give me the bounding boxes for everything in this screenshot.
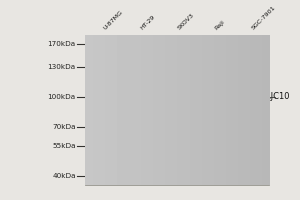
FancyBboxPatch shape xyxy=(202,124,225,131)
FancyBboxPatch shape xyxy=(127,122,153,130)
Text: SGC-7901: SGC-7901 xyxy=(250,5,276,31)
Text: 40kDa: 40kDa xyxy=(52,173,76,179)
FancyBboxPatch shape xyxy=(93,172,113,180)
FancyBboxPatch shape xyxy=(89,92,117,104)
Bar xyxy=(85,35,269,185)
Text: 100kDa: 100kDa xyxy=(48,94,76,100)
Text: HT-29: HT-29 xyxy=(140,15,156,31)
FancyBboxPatch shape xyxy=(164,125,189,133)
FancyBboxPatch shape xyxy=(123,87,157,101)
FancyBboxPatch shape xyxy=(130,150,150,155)
FancyBboxPatch shape xyxy=(161,92,193,104)
Text: 70kDa: 70kDa xyxy=(52,124,76,130)
FancyBboxPatch shape xyxy=(199,95,229,105)
Text: SKOV3: SKOV3 xyxy=(177,13,195,31)
Text: DNAJC10: DNAJC10 xyxy=(252,92,290,101)
FancyBboxPatch shape xyxy=(95,42,111,47)
FancyBboxPatch shape xyxy=(242,123,259,129)
Text: Raji: Raji xyxy=(214,19,226,31)
Text: 130kDa: 130kDa xyxy=(48,64,76,70)
Text: 55kDa: 55kDa xyxy=(52,143,76,149)
FancyBboxPatch shape xyxy=(128,138,152,145)
FancyBboxPatch shape xyxy=(159,169,195,184)
Text: U-87MG: U-87MG xyxy=(103,10,124,31)
Text: 170kDa: 170kDa xyxy=(48,41,76,47)
FancyBboxPatch shape xyxy=(235,88,266,101)
FancyBboxPatch shape xyxy=(243,42,258,47)
